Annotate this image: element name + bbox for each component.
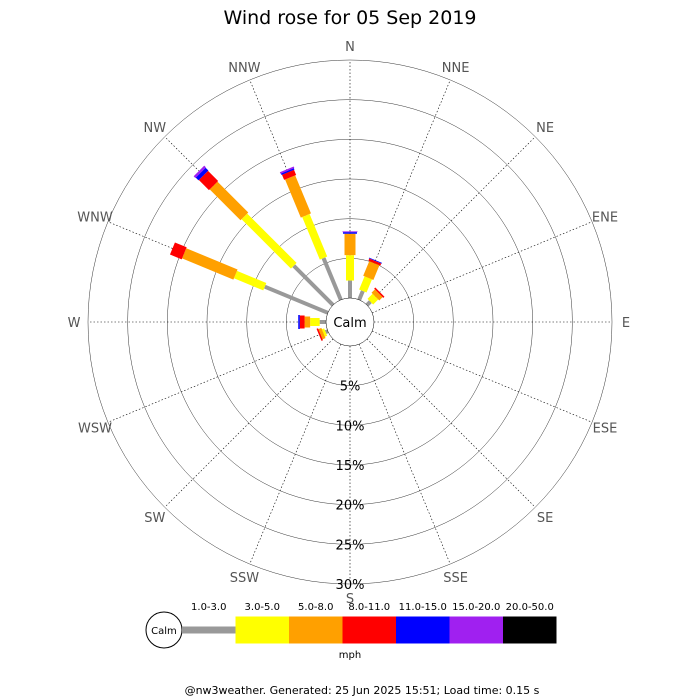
spoke-sse — [358, 344, 451, 565]
dir-label-ssw: SSW — [230, 571, 260, 586]
spoke-wsw — [107, 330, 328, 423]
bar-nne-bin-2 — [363, 261, 380, 280]
bar-nne-bin-1 — [359, 276, 372, 293]
direction-labels: N NNE NE ENE E ESE SE SSE S SSW SW WSW W WNW NW NNW — [68, 40, 631, 607]
calm-circle-shape — [325, 297, 375, 347]
dir-label-sse: SSE — [443, 571, 468, 586]
bar-wnw-bin-1 — [233, 270, 267, 291]
calm-label: Calm — [333, 316, 366, 331]
bar-nnw-bin-0 — [321, 257, 343, 301]
bar-ne-bin-1 — [367, 293, 379, 305]
footer-text: @nw3weather. Generated: 25 Jun 2025 15:5… — [185, 684, 540, 697]
legend-swatch-3 — [342, 616, 396, 644]
bar-wsw-bin-1 — [321, 328, 328, 337]
ring-labels: 5% 10% 15% 20% 25% 30% — [336, 380, 365, 593]
ring-label-30: 30% — [336, 578, 365, 593]
bar-nw-bin-1 — [241, 213, 297, 269]
spoke-ne — [366, 136, 536, 306]
legend-bin-label-6: 20.0-50.0 — [506, 602, 554, 613]
legend-bin-label-2: 5.0-8.0 — [298, 602, 333, 613]
legend-unit-label: mph — [339, 650, 361, 661]
spoke-ssw — [249, 344, 342, 565]
legend-bin-label-0: 1.0-3.0 — [191, 602, 226, 613]
bar-wsw-bin-2 — [318, 327, 326, 340]
bar-ne-bin-2 — [371, 289, 383, 301]
bar-nnw-bin-5 — [279, 166, 295, 174]
chart-title: Wind rose for 05 Sep 2019 — [223, 7, 476, 29]
legend-bin-label-5: 15.0-20.0 — [452, 602, 500, 613]
bar-nne-bin-0 — [357, 290, 365, 301]
dir-label-w: W — [68, 316, 81, 331]
bar-wnw-bin-3 — [169, 242, 187, 260]
bar-nnw-bin-3 — [281, 169, 297, 180]
ring-label-5: 5% — [340, 380, 361, 395]
bar-nnw-bin-1 — [302, 214, 328, 260]
legend-swatch-2 — [289, 616, 343, 644]
bar-wnw-bin-0 — [264, 284, 329, 315]
dir-label-ene: ENE — [592, 210, 618, 225]
spoke-ese — [372, 330, 593, 423]
legend-swatch-1 — [235, 616, 289, 644]
bar-ne-bin-3 — [374, 287, 385, 298]
dir-label-ne: NE — [536, 121, 554, 136]
dir-label-e: E — [622, 316, 630, 331]
spoke-ene — [372, 221, 593, 314]
ring-label-15: 15% — [336, 459, 365, 474]
legend-bin-label-1: 3.0-5.0 — [245, 602, 280, 613]
dir-label-s: S — [346, 592, 354, 607]
legend-swatch-0 — [182, 626, 236, 634]
dir-label-wnw: WNW — [77, 210, 113, 225]
bar-ne-bin-0 — [365, 300, 372, 307]
legend-swatch-4 — [396, 616, 450, 644]
bar-nne-bin-3 — [368, 258, 382, 266]
ring-label-10: 10% — [336, 419, 365, 434]
dir-label-se: SE — [537, 511, 553, 526]
dir-label-sw: SW — [144, 511, 165, 526]
dir-label-nw: NW — [144, 121, 167, 136]
legend-swatch-5 — [449, 616, 503, 644]
bar-nw-bin-2 — [209, 181, 249, 221]
dir-label-n: N — [345, 40, 355, 55]
ring-label-25: 25% — [336, 538, 365, 553]
bar-nnw-bin-2 — [285, 175, 311, 218]
ring-label-20: 20% — [336, 499, 365, 514]
bar-wsw-bin-3 — [316, 328, 323, 341]
bar-nw-bin-0 — [292, 264, 335, 307]
bar-wnw-bin-2 — [182, 248, 238, 280]
bar-nw-bin-5 — [193, 165, 206, 178]
spoke-sw — [164, 338, 334, 508]
calm-circle: Calm — [325, 297, 375, 347]
ring-30 — [87, 59, 613, 585]
dir-label-nnw: NNW — [228, 61, 260, 76]
dir-label-wsw: WSW — [78, 422, 112, 437]
spoke-se — [366, 338, 536, 508]
bar-wsw-bin-0 — [324, 329, 329, 334]
bar-nnw-bin-4 — [280, 168, 295, 175]
dir-label-ese: ESE — [593, 422, 618, 437]
legend-bin-label-4: 11.0-15.0 — [399, 602, 447, 613]
legend-swatch-6 — [503, 616, 557, 644]
legend-bin-label-3: 8.0-11.0 — [348, 602, 390, 613]
dir-label-nne: NNE — [442, 61, 470, 76]
bar-nw-bin-4 — [195, 167, 209, 181]
ring-25 — [127, 99, 573, 545]
speed-legend: Calm 1.0-3.0 3.0-5.0 5.0-8.0 8.0-11.0 11.0-1… — [145, 602, 557, 661]
legend-calm-label: Calm — [151, 626, 177, 637]
bar-nw-bin-3 — [198, 170, 219, 191]
wind-bars — [169, 165, 385, 341]
ring-10 — [246, 218, 454, 426]
